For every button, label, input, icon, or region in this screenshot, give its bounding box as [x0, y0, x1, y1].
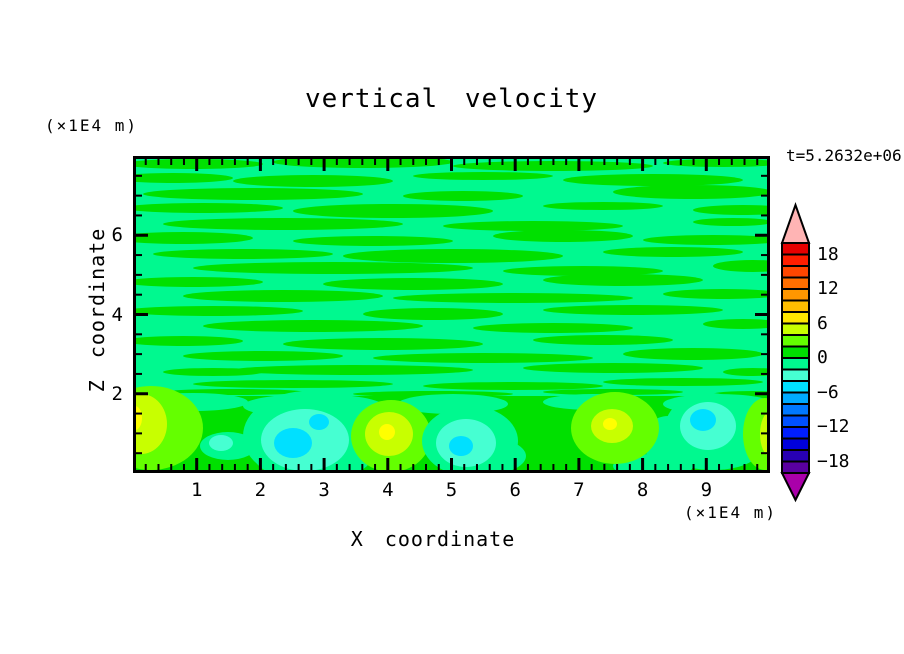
x-tick-label-8: 8: [636, 479, 649, 501]
contour-blob-downdraft-x5.2: [449, 436, 473, 456]
colorbar-label--12: −12: [817, 416, 850, 437]
chart-title: vertical velocity: [304, 84, 599, 114]
colorbar-under-arrow: [780, 472, 811, 503]
z-axis-unit-label: (×1E4 m): [45, 116, 139, 135]
colorbar-segment: [781, 322, 810, 336]
colorbar-segment: [781, 334, 810, 348]
timestamp-label: t=5.2632e+06: [786, 146, 902, 165]
contour-blob-downdraft-x2.5: [309, 414, 329, 430]
colorbar-segment: [781, 368, 810, 382]
contour-blob-updraft-x4: [379, 424, 395, 440]
x-tick-label-9: 9: [700, 479, 713, 501]
contour-plot-canvas: [133, 156, 770, 473]
colorbar-segment: [781, 276, 810, 290]
x-tick-label-4: 4: [382, 479, 394, 501]
x-tick-label-5: 5: [445, 479, 458, 501]
colorbar-segment: [781, 357, 810, 371]
colorbar-segment: [781, 345, 810, 359]
contour-blob-downdraft-x8.9: [690, 409, 716, 431]
colorbar-segment: [781, 380, 810, 394]
colorbar-segment: [781, 288, 810, 302]
x-tick-label-2: 2: [254, 479, 267, 501]
colorbar-segment: [781, 403, 810, 417]
colorbar-segment: [781, 299, 810, 313]
colorbar-segment: [781, 460, 810, 474]
x-axis-title: X coordinate: [350, 527, 516, 551]
x-tick-label-3: 3: [318, 479, 330, 501]
colorbar-segment: [781, 391, 810, 405]
colorbar-segment: [781, 414, 810, 428]
colorbar-segment: [781, 426, 810, 440]
z-axis-title: Z coordinate: [85, 227, 109, 393]
colorbar-label-0: 0: [817, 347, 828, 368]
z-tick-label-6: 6: [111, 224, 123, 247]
colorbar-over-arrow: [780, 202, 811, 244]
colorbar-label-18: 18: [817, 243, 839, 265]
x-tick-label-1: 1: [190, 479, 203, 501]
colorbar-segment: [781, 437, 810, 451]
x-tick-label-6: 6: [509, 479, 521, 501]
colorbar-label--18: −18: [817, 450, 850, 472]
colorbar-label-6: 6: [817, 312, 828, 334]
contour-blob-downdraft-x2.5: [274, 428, 312, 458]
x-axis-unit-label: (×1E4 m): [684, 503, 778, 522]
z-tick-label-4: 4: [111, 303, 123, 326]
z-tick-label-2: 2: [111, 382, 123, 405]
x-tick-label-7: 7: [573, 479, 585, 501]
colorbar-segment: [781, 253, 810, 267]
colorbar-segment: [781, 311, 810, 325]
colorbar-label-12: 12: [817, 278, 839, 299]
contour-blob-updraft-x7.5: [603, 418, 617, 430]
colorbar-segment: [781, 265, 810, 279]
colorbar-label--6: −6: [817, 381, 839, 403]
colorbar-segment: [781, 449, 810, 463]
contour-blob-small-downdraft-spots: [209, 435, 233, 451]
colorbar-segment: [781, 242, 810, 256]
contour-blob-updraft-right-edge: [743, 398, 770, 470]
contour-blob-updraft-left-edge: [133, 394, 167, 454]
colorbar: [780, 202, 811, 503]
